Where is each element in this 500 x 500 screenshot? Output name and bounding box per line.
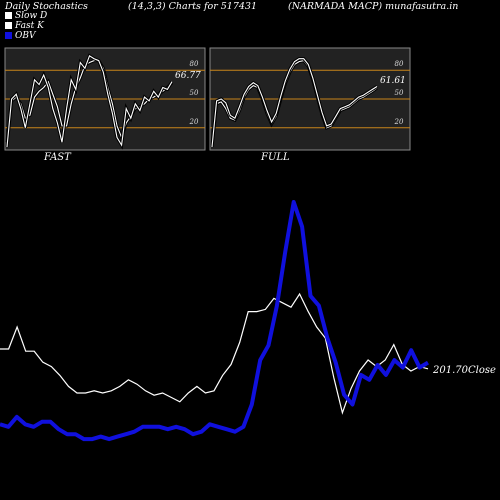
full-panel-label: FULL xyxy=(261,152,290,163)
header-subtitle: (14,3,3) Charts for 517431 xyxy=(128,1,258,12)
legend-obv: OBV xyxy=(5,31,36,41)
fast-ytick-50: 50 xyxy=(190,89,199,97)
full-ytick-20: 20 xyxy=(394,118,404,126)
close-price-line xyxy=(0,292,429,415)
obv-line xyxy=(0,200,430,442)
fast-ytick-80: 80 xyxy=(190,60,199,68)
full-end-value-label: 61.61 xyxy=(380,76,406,86)
close-value-label: 201.70Close xyxy=(432,365,496,376)
legend-slow-d-label: Slow D xyxy=(15,11,48,21)
legend-obv-swatch xyxy=(5,32,12,39)
header-title: Daily Stochastics xyxy=(5,1,88,12)
full-ytick-80: 80 xyxy=(395,60,404,68)
legend-slow-d-swatch xyxy=(5,12,12,19)
fast-end-value-label: 66.77 xyxy=(175,71,201,81)
legend-obv-label: OBV xyxy=(15,31,36,41)
fast-panel-label: FAST xyxy=(44,152,71,163)
full-series-1-line xyxy=(211,58,378,148)
fast-series-0-line xyxy=(6,60,173,143)
fast-ytick-20: 20 xyxy=(189,118,199,126)
legend-fast-k-swatch xyxy=(5,22,12,29)
fast-series-1-line xyxy=(6,54,173,148)
legend-slow-d: Slow D xyxy=(5,11,47,21)
header-source: (NARMADA MACP) munafasutra.in xyxy=(288,1,459,12)
legend-fast-k: Fast K xyxy=(5,21,44,31)
full-ytick-50: 50 xyxy=(395,89,404,97)
legend-fast-k-label: Fast K xyxy=(15,21,44,31)
